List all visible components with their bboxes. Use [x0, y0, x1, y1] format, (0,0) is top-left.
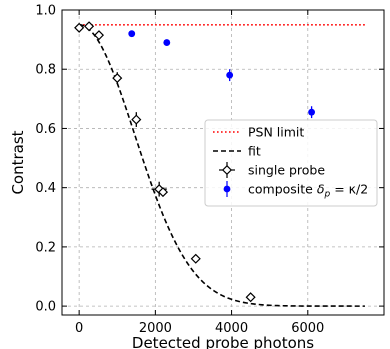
single-probe-point [112, 73, 123, 84]
y-tick-label: 0.2 [35, 240, 56, 255]
legend-label: PSN limit [248, 125, 304, 140]
single-probe-point [84, 21, 95, 32]
x-tick-label: 4000 [215, 321, 248, 336]
single-probe-point [245, 292, 256, 303]
composite-point [128, 30, 136, 38]
legend-box [204, 119, 378, 207]
legend-label: composite δp = κ/2 [248, 182, 368, 200]
plot-frame [61, 9, 385, 316]
x-tick-label: 6000 [291, 321, 324, 336]
single-probe-point [131, 114, 142, 125]
fit-curve [79, 24, 365, 307]
composite-point [163, 39, 171, 46]
single-probe-point [157, 187, 169, 198]
x-axis-label: Detected probe photons [132, 334, 314, 349]
y-tick-label: 0.6 [35, 122, 56, 137]
single-probe-point [190, 253, 201, 264]
legend-handle-single [221, 164, 233, 176]
legend-label: single probe [248, 163, 325, 178]
legend-handle-composite [223, 185, 231, 193]
legend-label: fit [248, 144, 261, 159]
composite-point [226, 71, 234, 79]
plot-series [74, 21, 365, 307]
y-tick-label: 0.4 [35, 181, 56, 196]
ticks: 0 2000 4000 6000 0.0 0.2 0.4 0.6 0.8 1.0 [35, 4, 384, 336]
composite-point [308, 108, 315, 116]
y-tick-label: 0.8 [35, 63, 56, 78]
single-probe-point [74, 22, 85, 33]
x-tick-label: 2000 [139, 321, 172, 336]
x-tick-label: 0 [75, 321, 83, 336]
y-axis-label: Contrast [9, 130, 27, 194]
single-probe-point [93, 30, 105, 41]
legend: PSN limit fit single probe composite δp = κ… [204, 119, 378, 207]
y-tick-label: 1.0 [35, 4, 56, 19]
y-tick-label: 0.0 [35, 300, 56, 315]
single-probe-point [154, 184, 165, 195]
